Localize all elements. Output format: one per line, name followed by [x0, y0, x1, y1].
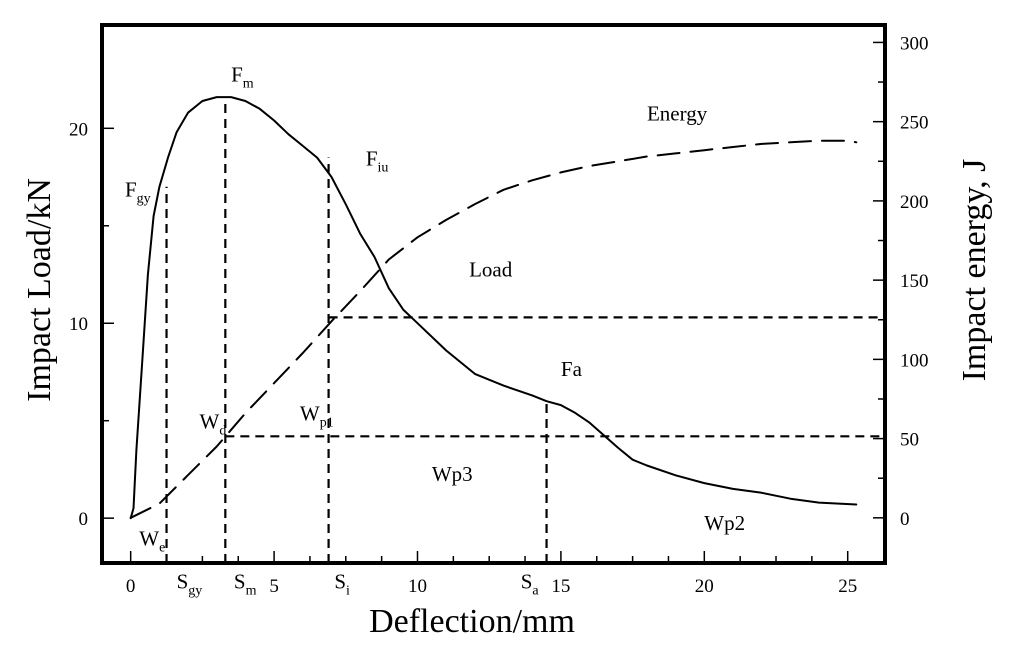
y-left-tick-label: 0	[79, 509, 89, 530]
y-right-tick-label: 100	[900, 350, 929, 371]
annotation-label: Sgy	[177, 569, 203, 598]
annotation-label: Fiu	[366, 146, 389, 175]
x-axis-label: Deflection/mm	[369, 603, 575, 640]
series-line-load	[129, 96, 858, 520]
plot-frame	[100, 23, 887, 565]
x-tick-label: 0	[126, 576, 136, 597]
annotation-label: Wp2	[704, 511, 745, 535]
series-line-energy	[129, 139, 858, 519]
annotation-label: Sm	[234, 569, 257, 598]
annotation-label: We	[139, 526, 165, 555]
annotation-label: Wd	[200, 410, 227, 439]
x-tick-label: 5	[269, 576, 279, 597]
annotation-label: Fm	[231, 63, 254, 92]
y-right-tick-label: 150	[900, 271, 929, 292]
y-right-tick-label: 250	[900, 113, 929, 134]
y-right-tick-label: 50	[900, 430, 919, 451]
annotation-label: Fgy	[125, 178, 151, 207]
axis-ticks	[102, 41, 885, 563]
annotation-label: Wp1	[300, 402, 334, 431]
annotation-label: Load	[469, 257, 513, 281]
y-right-tick-label: 200	[900, 192, 929, 213]
annotation-label: Fa	[561, 357, 583, 381]
annotation-label: Si	[334, 569, 350, 598]
annotations: Fm Fgy Fiu Energy Load Fa Wd Wp1 Wp3 Wp2 We Sgy Sm Si…	[125, 63, 745, 599]
reference-lines	[165, 97, 885, 563]
y-left-tick-label: 10	[69, 314, 88, 335]
y-axis-right-label: Impact energy, J	[956, 159, 993, 382]
y-left-tick-label: 20	[69, 119, 88, 140]
data-series	[129, 96, 858, 520]
x-tick-label: 15	[551, 576, 570, 597]
x-tick-label: 20	[695, 576, 714, 597]
annotation-label: Wp3	[432, 462, 473, 486]
x-tick-label: 25	[838, 576, 857, 597]
x-tick-label: 10	[408, 576, 427, 597]
annotation-label: Energy	[647, 102, 708, 126]
y-right-tick-label: 300	[900, 33, 929, 54]
y-right-tick-label: 0	[900, 509, 910, 530]
annotation-label: Sa	[521, 569, 540, 598]
y-axis-left-label: Impact Load/kN	[21, 178, 58, 402]
